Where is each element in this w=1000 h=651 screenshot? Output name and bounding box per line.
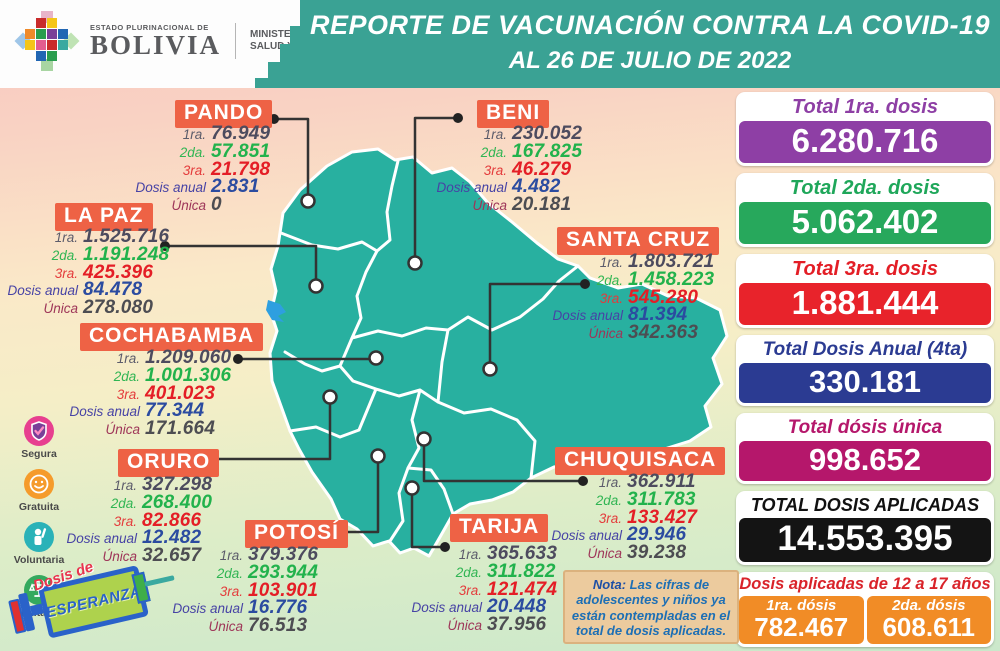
dept-label-pando: PANDO bbox=[175, 100, 273, 128]
note-body: Las cifras de adolescentes y niños ya es… bbox=[571, 577, 731, 638]
dept-label-chuquisaca: CHUQUISACA bbox=[555, 447, 726, 475]
slogan-esperanza: ESPERANZA bbox=[44, 582, 143, 622]
syringe-needle bbox=[144, 575, 175, 587]
note-box: Nota: Las cifras de adolescentes y niños… bbox=[563, 570, 739, 644]
lake-titicaca bbox=[266, 300, 286, 322]
department-borders bbox=[279, 159, 580, 543]
coat-text: ESTADO PLURINACIONAL DE BOLIVIA bbox=[90, 23, 221, 59]
total-label: Total dósis única bbox=[787, 417, 943, 438]
dept-label-oruro: ORURO bbox=[118, 449, 220, 477]
total-box-2nd-dose: Total 2da. dosis 5.062.402 bbox=[736, 173, 994, 247]
report-title: REPORTE DE VACUNACIÓN CONTRA LA COVID-19… bbox=[300, 10, 1000, 75]
age-group-title: Dosis aplicadas de 12 a 17 años bbox=[739, 575, 991, 593]
total-label: TOTAL DOSIS APLICADAS bbox=[750, 495, 980, 515]
total-value: 330.181 bbox=[739, 363, 991, 403]
title-banner bbox=[255, 0, 1000, 88]
totals-column: Total 1ra. dosis 6.280.716 Total 2da. do… bbox=[736, 92, 994, 651]
coat-caption: ESTADO PLURINACIONAL DE bbox=[90, 23, 209, 32]
total-label: Total 3ra. dosis bbox=[792, 258, 938, 280]
dept-data-tarija: 1ra. 365.633 2da. 311.822 3ra. 121.474 Dosi… bbox=[411, 543, 558, 636]
report-title-line1: REPORTE DE VACUNACIÓN CONTRA LA COVID-19 bbox=[309, 10, 991, 40]
age-group-12-17-box: Dosis aplicadas de 12 a 17 años 1ra. dós… bbox=[736, 572, 994, 648]
dept-data-oruro: 1ra. 327.298 2da. 268.400 3ra. 82.866 Dosis… bbox=[66, 474, 213, 567]
principle-voluntaria: Voluntaria bbox=[14, 522, 64, 566]
principle-segura: Segura bbox=[21, 416, 57, 460]
dept-data-chuquisaca: 1ra. 362.911 2da. 311.783 3ra. 133.427 Dosi… bbox=[551, 471, 698, 564]
total-value: 5.062.402 bbox=[739, 202, 991, 244]
total-label: Total 1ra. dosis bbox=[792, 96, 938, 118]
total-value: 1.881.444 bbox=[739, 283, 991, 325]
report-title-line2: AL 26 DE JULIO DE 2022 bbox=[508, 47, 792, 74]
total-box-annual-dose: Total Dosis Anual (4ta) 330.181 bbox=[736, 335, 994, 406]
dept-data-la-paz: 1ra. 1.525.716 2da. 1.191.248 3ra. 425.396 … bbox=[7, 226, 170, 319]
dept-label-beni: BENI bbox=[477, 100, 550, 128]
smiley-coin-icon bbox=[23, 469, 54, 499]
dept-data-beni: 1ra. 230.052 2da. 167.825 3ra. 46.279 Dosis… bbox=[436, 123, 583, 216]
shield-check-icon bbox=[23, 416, 54, 446]
dept-label-tarija: TARIJA bbox=[450, 514, 549, 542]
dept-label-santa-cruz: SANTA CRUZ bbox=[557, 227, 720, 255]
dept-label-la-paz: LA PAZ bbox=[55, 203, 153, 231]
principle-gratuita: Gratuita bbox=[19, 469, 59, 513]
total-value: 6.280.716 bbox=[739, 121, 991, 163]
coat-name: BOLIVIA bbox=[90, 30, 222, 60]
bolivia-logo: ESTADO PLURINACIONAL DE BOLIVIA MINISTER… bbox=[14, 8, 351, 74]
dept-data-santa-cruz: 1ra. 1.803.721 2da. 1.458.223 3ra. 545.280 … bbox=[552, 251, 715, 344]
dept-data-potosi: 1ra. 379.376 2da. 293.944 3ra. 103.901 Dosi… bbox=[172, 544, 319, 637]
dept-label-potosi: POTOSÍ bbox=[245, 520, 348, 548]
note-prefix: Nota: bbox=[592, 577, 627, 592]
dept-data-pando: 1ra. 76.949 2da. 57.851 3ra. 21.798 Dosis a… bbox=[135, 123, 271, 216]
header-bar: ESTADO PLURINACIONAL DE BOLIVIA MINISTER… bbox=[0, 0, 1000, 88]
vaccine-principles: Segura Gratuita Voluntaria bbox=[8, 416, 70, 619]
leader-lines bbox=[165, 116, 585, 549]
total-label: Total Dosis Anual (4ta) bbox=[762, 339, 968, 360]
total-box-all-doses: TOTAL DOSIS APLICADAS 14.553.395 bbox=[736, 491, 994, 565]
chakana-cross-icon bbox=[14, 11, 80, 71]
raised-hand-person-icon bbox=[24, 522, 54, 552]
logo-divider bbox=[235, 23, 237, 59]
dept-label-cochabamba: COCHABAMBA bbox=[80, 323, 264, 351]
total-value: 14.553.395 bbox=[739, 518, 991, 562]
total-box-single-dose: Total dósis única 998.652 bbox=[736, 413, 994, 484]
age-group-cell-1st: 1ra. dósis 782.467 bbox=[739, 596, 864, 645]
dept-data-cochabamba: 1ra. 1.209.060 2da. 1.001.306 3ra. 401.023 … bbox=[69, 347, 232, 440]
total-box-1st-dose: Total 1ra. dosis 6.280.716 bbox=[736, 92, 994, 166]
total-label: Total 2da. dosis bbox=[789, 177, 941, 199]
age-group-cell-2nd: 2da. dósis 608.611 bbox=[866, 596, 991, 645]
total-box-3rd-dose: Total 3ra. dosis 1.881.444 bbox=[736, 254, 994, 328]
map-location-dots bbox=[300, 193, 498, 496]
total-value: 998.652 bbox=[739, 441, 991, 481]
